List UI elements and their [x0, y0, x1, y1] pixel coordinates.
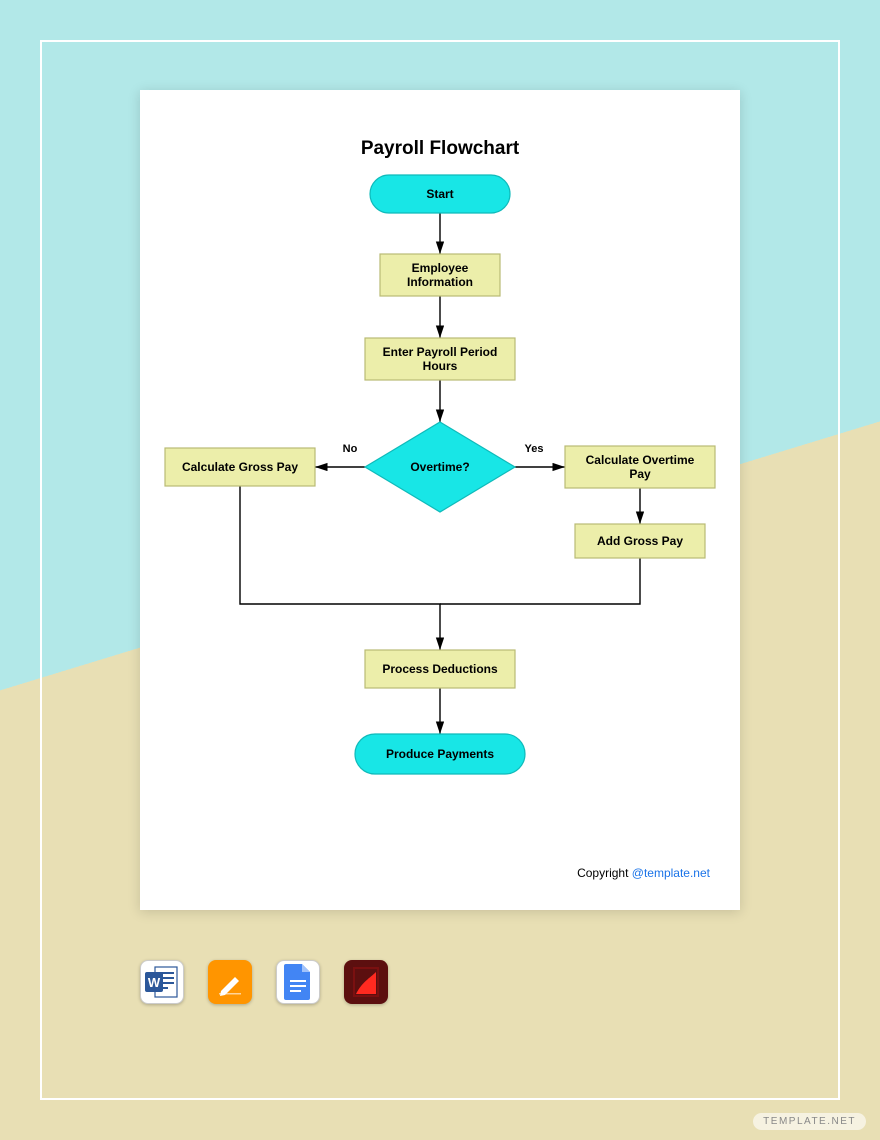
svg-text:Yes: Yes	[525, 443, 544, 455]
svg-text:Employee: Employee	[412, 261, 469, 275]
copyright-link[interactable]: @template.net	[632, 866, 710, 880]
svg-text:Hours: Hours	[423, 359, 458, 373]
watermark-badge: TEMPLATE.NET	[753, 1113, 866, 1130]
svg-text:Pay: Pay	[629, 467, 651, 481]
acrobat-icon[interactable]	[344, 960, 388, 1004]
svg-text:No: No	[343, 443, 358, 455]
svg-text:Information: Information	[407, 275, 473, 289]
svg-text:Enter Payroll Period: Enter Payroll Period	[383, 345, 498, 359]
svg-text:Produce Payments: Produce Payments	[386, 747, 494, 761]
svg-text:Start: Start	[426, 187, 453, 201]
svg-text:Add Gross Pay: Add Gross Pay	[597, 534, 683, 548]
word-icon[interactable]: W	[140, 960, 184, 1004]
svg-text:Overtime?: Overtime?	[410, 460, 469, 474]
pages-icon[interactable]	[208, 960, 252, 1004]
copyright-line: Copyright @template.net	[577, 866, 710, 880]
document-page: Payroll Flowchart No Yes Start EmployeeInfo…	[140, 90, 740, 910]
svg-text:W: W	[148, 975, 161, 990]
svg-text:Calculate Overtime: Calculate Overtime	[586, 453, 695, 467]
copyright-label: Copyright	[577, 866, 632, 880]
app-icons-row: W	[140, 960, 388, 1004]
flowchart-title: Payroll Flowchart	[140, 138, 740, 160]
svg-text:Process Deductions: Process Deductions	[382, 662, 498, 676]
svg-text:Calculate Gross Pay: Calculate Gross Pay	[182, 460, 298, 474]
gdocs-icon[interactable]	[276, 960, 320, 1004]
flowchart-canvas: No Yes Start EmployeeInformation Enter Payro…	[140, 172, 740, 842]
